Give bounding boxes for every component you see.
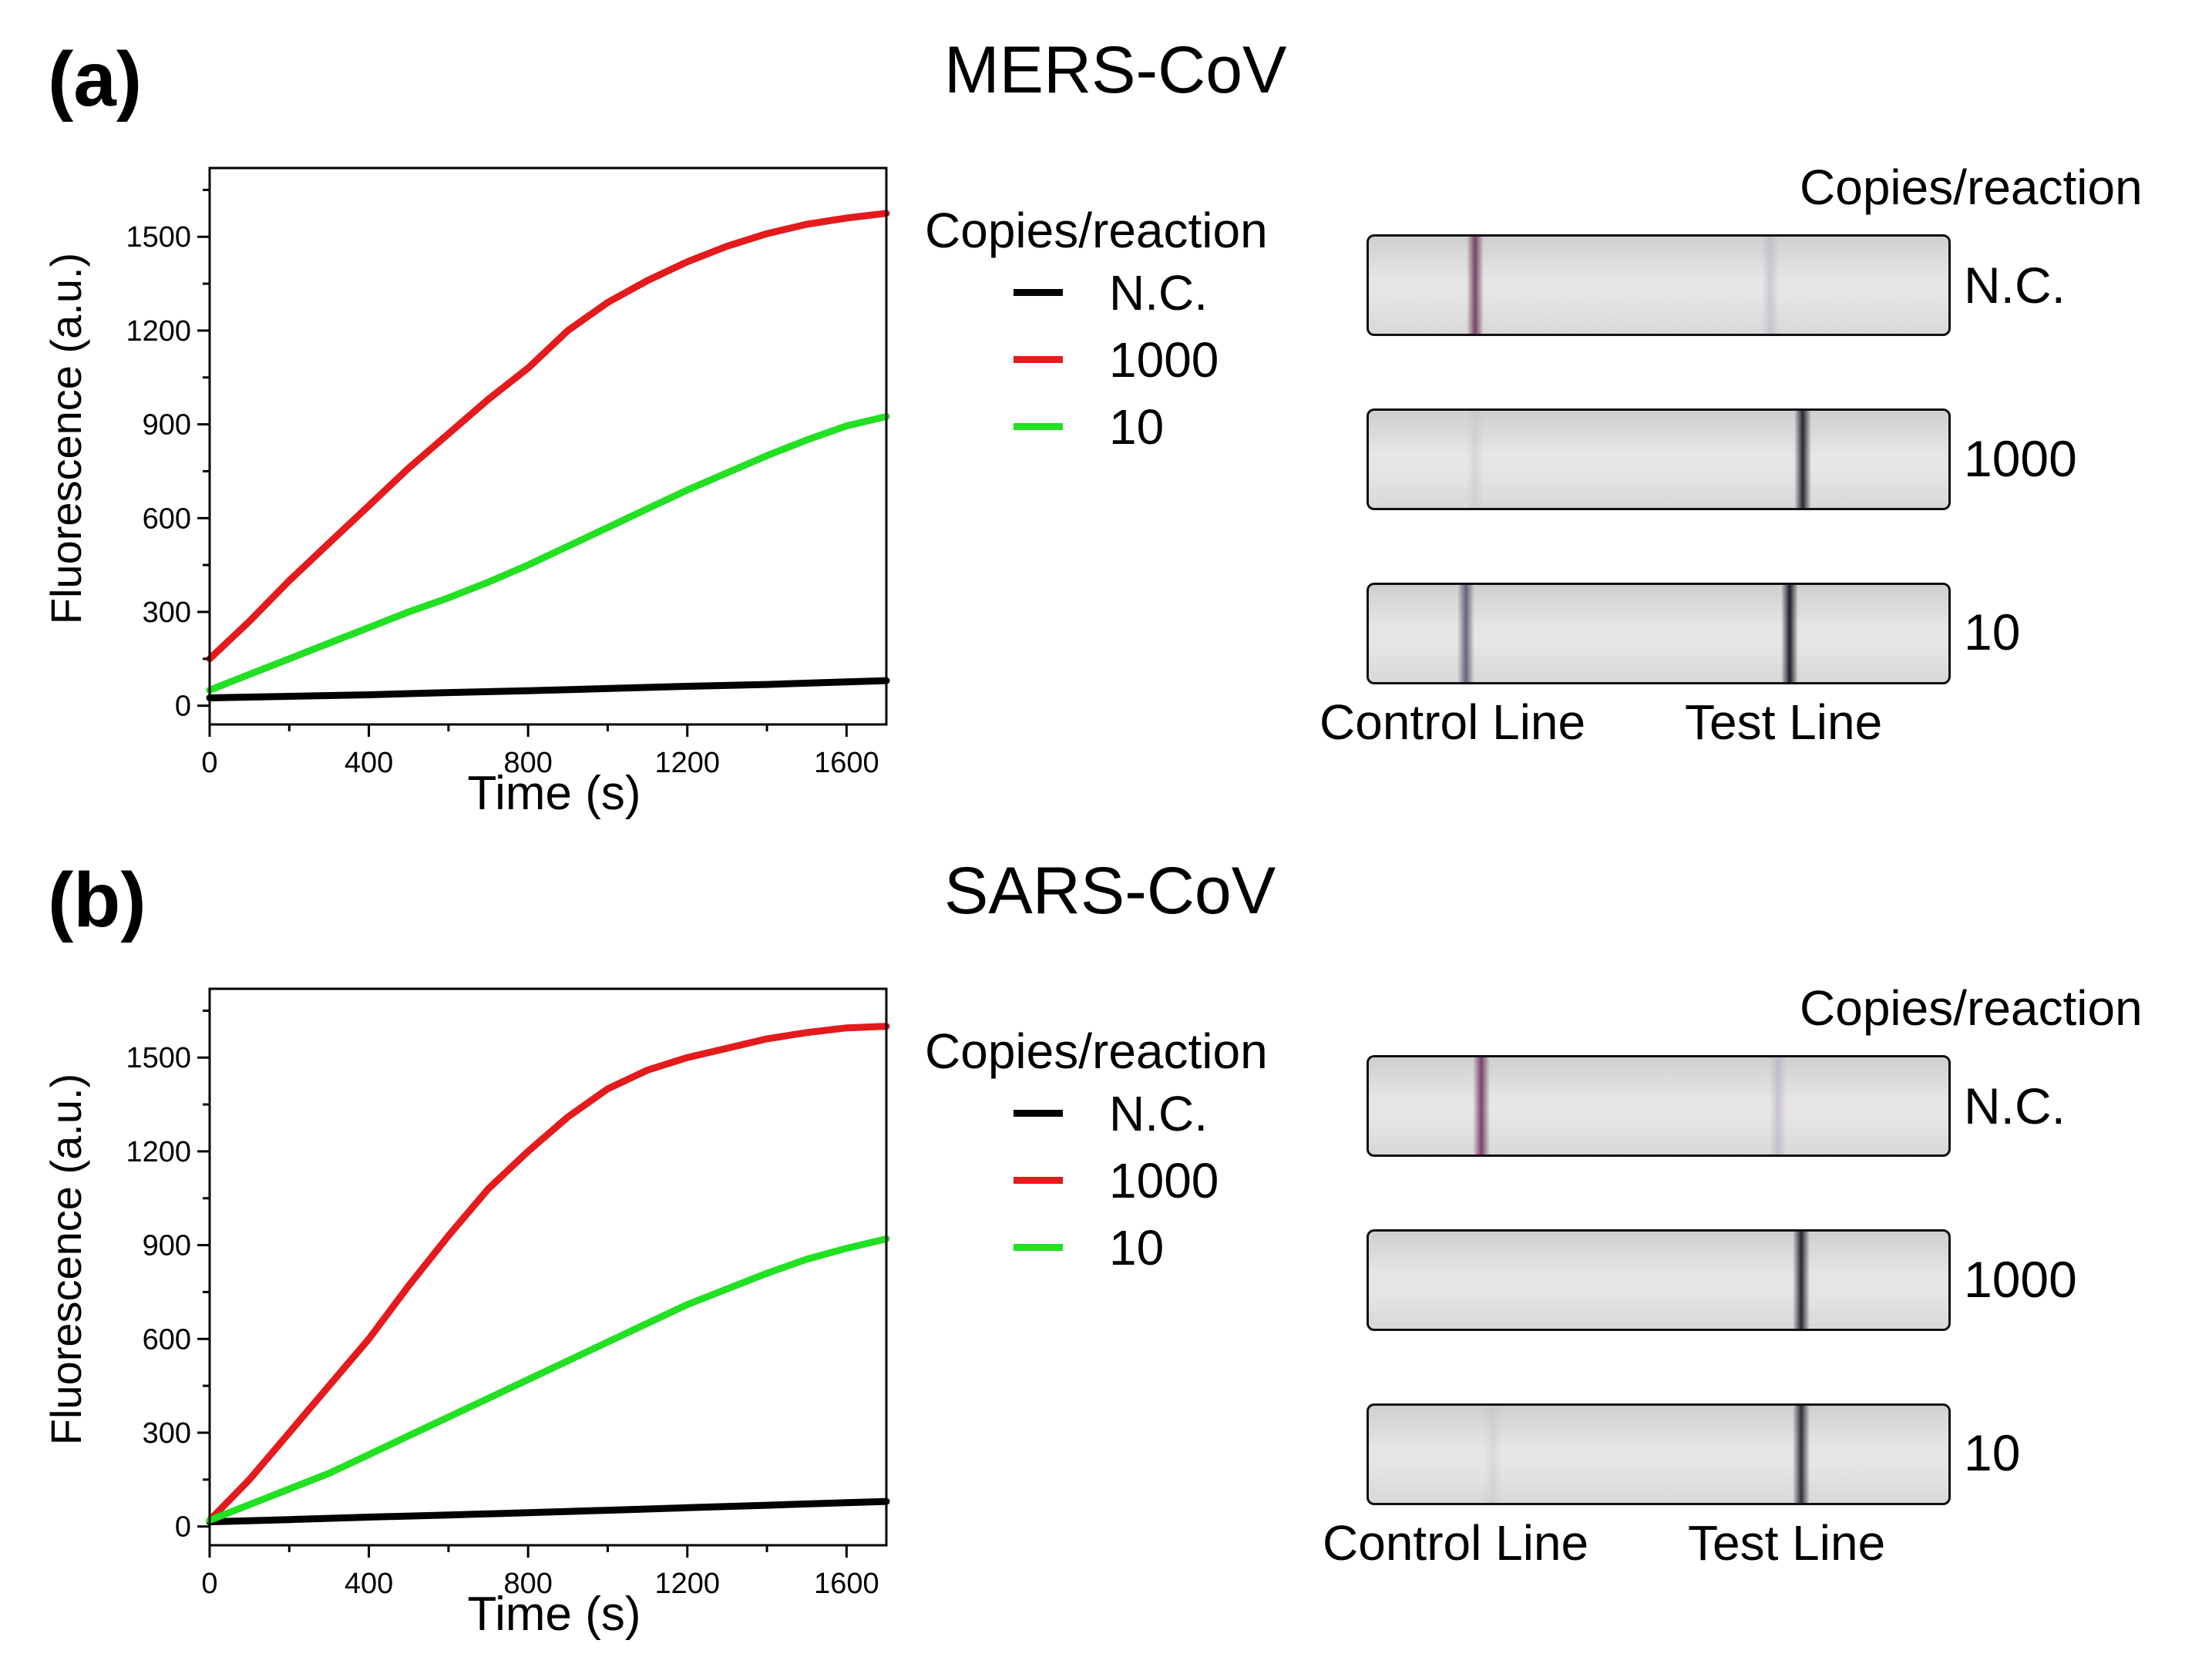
- plot-frame: [208, 166, 888, 726]
- strip-label: N.C.: [1964, 1077, 2066, 1134]
- strip-label: N.C.: [1964, 257, 2066, 314]
- series-line-2: [206, 1235, 890, 1524]
- legend-item-10: 10: [1014, 393, 1268, 460]
- y-tick-label: 0: [175, 691, 191, 723]
- x-tick-label: 400: [345, 747, 393, 779]
- x-tick-label: 800: [503, 747, 552, 779]
- series-line-1: [206, 210, 890, 663]
- control-line-label: Control Line: [1319, 694, 1586, 750]
- legend-label: N.C.: [1109, 264, 1208, 321]
- x-tick-label: 1600: [814, 747, 879, 779]
- legend-label: 10: [1109, 1219, 1165, 1276]
- test-line: [1793, 1232, 1810, 1329]
- series-line-1: [206, 1023, 890, 1524]
- test-strip-nc: [1367, 234, 1951, 336]
- legend-label: N.C.: [1109, 1085, 1208, 1141]
- test-strip-10: [1367, 583, 1951, 684]
- y-tick-label: 900: [143, 1230, 191, 1262]
- chart-title: MERS-CoV: [944, 33, 1287, 107]
- legend-swatch: [1014, 1244, 1063, 1251]
- legend-item-nc: N.C.: [1014, 1080, 1268, 1147]
- legend-label: 10: [1109, 398, 1165, 455]
- legend-label: 1000: [1109, 1152, 1219, 1208]
- x-tick-label: 400: [345, 1568, 393, 1600]
- panel-a: (a) MERS-CoV 0 400 800 1200 1600 0 300 600 900 12…: [0, 0, 2212, 820]
- x-tick-label: 0: [201, 1568, 217, 1600]
- control-line: [1473, 1057, 1490, 1155]
- fluorescence-chart: 0 400 800 1200 1600 0 300 600 900 1200 1500 Time (s…: [42, 166, 890, 820]
- test-line: [1762, 237, 1779, 334]
- control-line-label: Control Line: [1323, 1515, 1589, 1571]
- y-tick-label: 1200: [126, 1136, 191, 1168]
- legend-title: Copies/reaction: [925, 203, 1268, 258]
- panel-label: (a): [48, 36, 143, 123]
- y-tick-label: 1500: [126, 1042, 191, 1074]
- chart-title: SARS-CoV: [944, 854, 1276, 928]
- x-tick-label: 1600: [814, 1568, 879, 1600]
- x-tick-label: 0: [201, 747, 217, 779]
- y-tick-label: 0: [175, 1511, 191, 1544]
- legend: Copies/reaction N.C. 1000 10: [925, 1023, 1268, 1281]
- control-line: [1457, 585, 1474, 682]
- y-tick-label: 900: [143, 409, 191, 442]
- series-line-0: [206, 677, 890, 701]
- plot-frame: [208, 987, 888, 1547]
- legend-item-nc: N.C.: [1014, 259, 1268, 326]
- test-strip-1000: [1367, 408, 1951, 510]
- test-line-label: Test Line: [1688, 1515, 1886, 1571]
- test-line: [1794, 411, 1811, 508]
- y-tick-label: 600: [143, 502, 191, 535]
- test-strip-10: [1367, 1403, 1951, 1505]
- control-line: [1467, 237, 1484, 334]
- y-tick-label: 300: [143, 597, 191, 629]
- y-tick-label: 300: [143, 1417, 191, 1450]
- panel-label: (b): [48, 857, 146, 943]
- strip-label: 10: [1964, 603, 2021, 660]
- control-line: [1467, 411, 1484, 508]
- x-tick-label: 1200: [654, 747, 720, 779]
- strip-label: 10: [1964, 1424, 2021, 1481]
- x-tick-label: 1200: [654, 1568, 720, 1600]
- strip-header: Copies/reaction: [1800, 160, 2143, 215]
- y-tick-label: 1200: [126, 315, 191, 348]
- legend-swatch: [1014, 1177, 1063, 1184]
- y-axis-label: Fluorescence (a.u.): [42, 253, 90, 624]
- test-line: [1770, 1057, 1787, 1155]
- control-line: [1484, 1406, 1501, 1503]
- panel-b: (b) SARS-CoV 0 400 800 1200 1600 0 300 600 900 12…: [0, 821, 2212, 1641]
- strip-header: Copies/reaction: [1800, 980, 2143, 1036]
- test-line-label: Test Line: [1685, 694, 1883, 750]
- x-axis-label: Time (s): [468, 767, 641, 820]
- legend: Copies/reaction N.C. 1000 10: [925, 202, 1268, 460]
- legend-swatch: [1014, 423, 1063, 430]
- strip-label: 1000: [1964, 1251, 2077, 1308]
- y-tick-label: 600: [143, 1323, 191, 1356]
- fluorescence-chart: 0 400 800 1200 1600 0 300 600 900 1200 1500 Time (s…: [42, 987, 890, 1641]
- test-line: [1793, 1406, 1810, 1503]
- legend-label: 1000: [1109, 331, 1219, 388]
- series-line-0: [206, 1497, 890, 1526]
- strip-label: 1000: [1964, 430, 2077, 487]
- test-line: [1781, 585, 1798, 682]
- legend-swatch: [1014, 356, 1063, 363]
- series-line-2: [206, 413, 890, 694]
- legend-swatch: [1014, 289, 1063, 296]
- legend-item-1000: 1000: [1014, 1147, 1268, 1214]
- legend-swatch: [1014, 1110, 1063, 1117]
- legend-title: Copies/reaction: [925, 1023, 1268, 1079]
- x-tick-label: 800: [503, 1568, 552, 1600]
- test-strip-nc: [1367, 1055, 1951, 1157]
- y-axis-label: Fluorescence (a.u.): [42, 1074, 90, 1445]
- test-strip-1000: [1367, 1229, 1951, 1331]
- x-axis-label: Time (s): [468, 1588, 641, 1641]
- legend-item-1000: 1000: [1014, 326, 1268, 393]
- y-tick-label: 1500: [126, 221, 191, 254]
- legend-item-10: 10: [1014, 1214, 1268, 1281]
